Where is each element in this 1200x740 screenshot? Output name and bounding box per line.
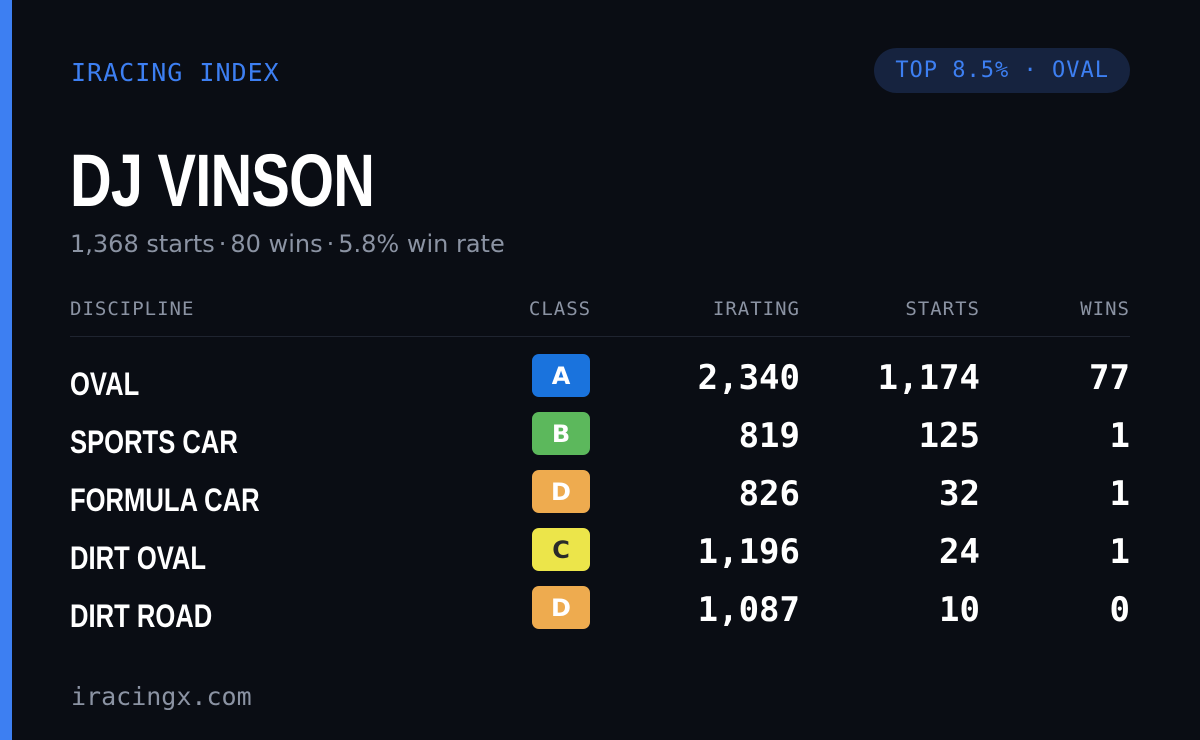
starts-value: 1,174 <box>877 358 980 398</box>
starts-value: 125 <box>918 416 980 456</box>
wins-summary: 80 wins <box>230 230 323 258</box>
table-row: FORMULA CAR D 826 32 1 <box>70 470 1130 528</box>
table-row: DIRT ROAD D 1,087 10 0 <box>70 586 1130 644</box>
irating-value: 819 <box>738 416 800 456</box>
irating-value: 2,340 <box>697 358 800 398</box>
table-row: DIRT OVAL C 1,196 24 1 <box>70 528 1130 586</box>
discipline-name: FORMULA CAR <box>70 482 260 518</box>
class-badge: A <box>532 354 590 397</box>
irating-value: 1,087 <box>697 590 800 630</box>
column-header-wins: WINS <box>1080 298 1130 320</box>
wins-value: 1 <box>1109 416 1130 456</box>
discipline-name: OVAL <box>70 366 140 402</box>
wins-value: 77 <box>1089 358 1130 398</box>
class-badge: D <box>532 586 590 629</box>
rank-badge: TOP 8.5% · OVAL <box>874 48 1130 93</box>
table-divider <box>70 336 1130 337</box>
discipline-name: SPORTS CAR <box>70 424 238 460</box>
summary-separator: · <box>218 230 227 258</box>
starts-value: 10 <box>939 590 980 630</box>
discipline-name: DIRT ROAD <box>70 598 213 634</box>
table-header: DISCIPLINE CLASS IRATING STARTS WINS <box>70 298 1130 328</box>
starts-value: 24 <box>939 532 980 572</box>
starts-value: 32 <box>939 474 980 514</box>
class-badge: B <box>532 412 590 455</box>
brand-title: IRACING INDEX <box>71 58 280 87</box>
irating-value: 826 <box>738 474 800 514</box>
wins-value: 1 <box>1109 532 1130 572</box>
class-badge: C <box>532 528 590 571</box>
wins-value: 0 <box>1109 590 1130 630</box>
table-row: OVAL A 2,340 1,174 77 <box>70 354 1130 412</box>
column-header-class: CLASS <box>528 298 592 320</box>
summary-separator: · <box>326 230 335 258</box>
column-header-irating: IRATING <box>712 298 800 320</box>
class-badge: D <box>532 470 590 513</box>
table-row: SPORTS CAR B 819 125 1 <box>70 412 1130 470</box>
discipline-name: DIRT OVAL <box>70 540 207 576</box>
driver-name: DJ VINSON <box>70 139 375 222</box>
wins-value: 1 <box>1109 474 1130 514</box>
accent-bar <box>0 0 12 740</box>
driver-summary: 1,368 starts · 80 wins · 5.8% win rate <box>70 229 505 259</box>
starts-summary: 1,368 starts <box>70 230 215 258</box>
column-header-starts: STARTS <box>905 298 980 320</box>
win-rate-summary: 5.8% win rate <box>338 230 505 258</box>
footer-site: iracingx.com <box>71 682 252 711</box>
discipline-table: OVAL A 2,340 1,174 77 SPORTS CAR B 819 1… <box>70 354 1130 644</box>
irating-value: 1,196 <box>697 532 800 572</box>
column-header-discipline: DISCIPLINE <box>70 298 195 320</box>
